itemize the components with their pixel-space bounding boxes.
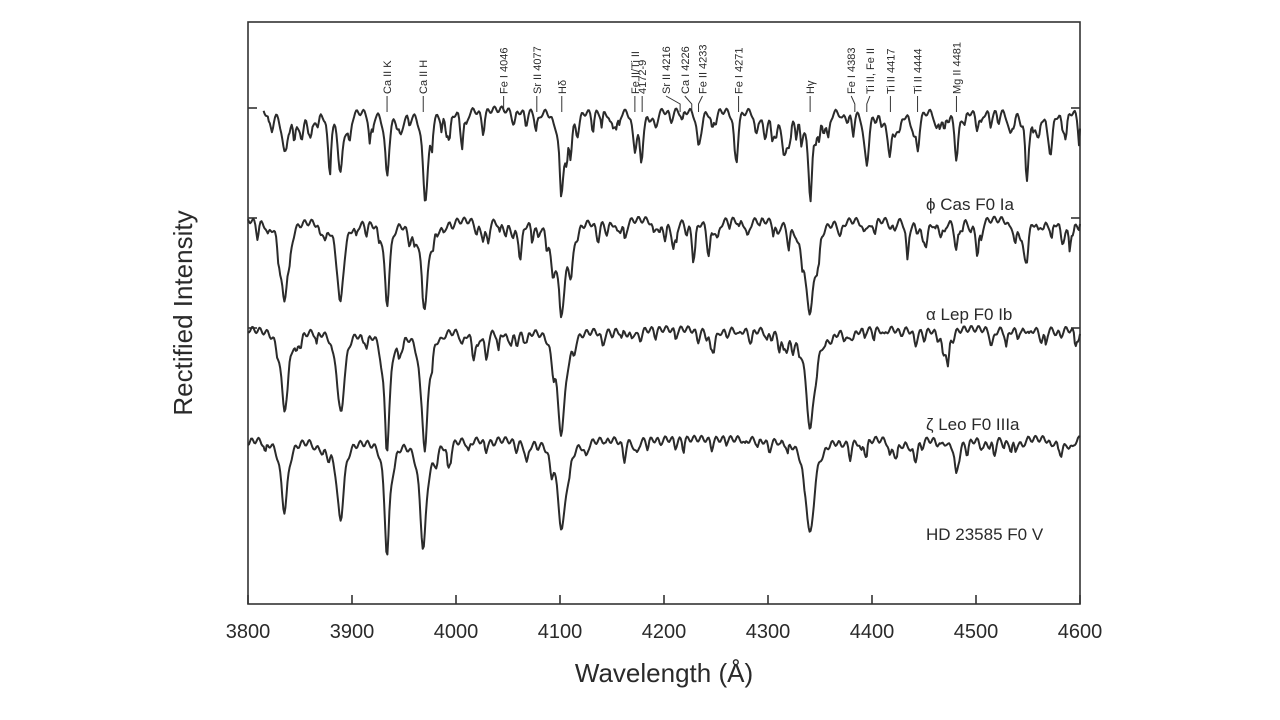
spectrum-line bbox=[262, 105, 1081, 203]
x-tick-label: 4400 bbox=[850, 621, 895, 643]
line-id-label: Ti II 4417 bbox=[885, 49, 897, 94]
line-id-label: Mg II 4481 bbox=[951, 42, 963, 94]
series-labels: ϕ Cas F0 Ia α Lep F0 Ib ζ Leo F0 IIIa HD 23… bbox=[926, 195, 1044, 544]
line-id-leader bbox=[684, 95, 693, 112]
series-label: α Lep F0 Ib bbox=[926, 305, 1012, 324]
x-axis-title: Wavelength (Å) bbox=[575, 658, 753, 688]
line-id-label: Hγ bbox=[805, 80, 817, 94]
line-id-label: 4172-9 bbox=[637, 60, 649, 94]
line-id-label: Fe I 4271 bbox=[734, 48, 746, 94]
line-id-label: Fe I 4046 bbox=[499, 48, 511, 94]
series-label: HD 23585 F0 V bbox=[926, 525, 1044, 544]
line-id-label: Hδ bbox=[557, 80, 569, 94]
line-id-leader bbox=[850, 95, 856, 112]
x-tick-label: 3900 bbox=[330, 621, 375, 643]
x-tick-label: 4200 bbox=[642, 621, 687, 643]
x-tick-label: 4100 bbox=[538, 621, 583, 643]
x-tick-label: 4500 bbox=[954, 621, 999, 643]
spectrum-line bbox=[247, 434, 1081, 556]
x-tick-label: 4300 bbox=[746, 621, 791, 643]
line-id-label: Ti II 4444 bbox=[913, 49, 925, 94]
y-axis-title: Rectified Intensity bbox=[168, 210, 198, 415]
line-id-label: Ca II K bbox=[382, 60, 394, 94]
line-id-label: Ti II, Fe II bbox=[865, 48, 877, 94]
spectra-series bbox=[247, 105, 1081, 556]
series-label: ζ Leo F0 IIIa bbox=[926, 415, 1020, 434]
x-tick-label: 3800 bbox=[226, 621, 271, 643]
line-id-leader bbox=[866, 95, 871, 112]
line-id-label: Ca I 4226 bbox=[680, 46, 692, 94]
x-axis: 3800 3900 4000 4100 4200 4300 4400 4500 4600 bbox=[226, 595, 1103, 643]
x-tick-label: 4600 bbox=[1058, 621, 1103, 643]
line-identifications: Ca II K Ca II H Fe I 4046 Sr II 4077 Hδ Fe II… bbox=[382, 42, 963, 112]
spectrum-line bbox=[247, 215, 1081, 319]
line-id-label: Sr II 4216 bbox=[661, 46, 673, 94]
series-label: ϕ Cas F0 Ia bbox=[926, 195, 1014, 214]
line-id-label: Fe I 4383 bbox=[846, 48, 858, 94]
x-tick-label: 4000 bbox=[434, 621, 479, 643]
y-axis-ticks bbox=[248, 107, 1080, 329]
line-id-label: Fe II 4233 bbox=[697, 44, 709, 94]
line-id-label: Sr II 4077 bbox=[532, 46, 544, 94]
line-id-leader bbox=[698, 95, 703, 112]
line-id-label: Fe II/Ti II bbox=[630, 51, 642, 94]
line-id-leader bbox=[665, 95, 681, 112]
line-id-label: Ca II H bbox=[418, 60, 430, 94]
spectrum-line bbox=[247, 325, 1081, 453]
